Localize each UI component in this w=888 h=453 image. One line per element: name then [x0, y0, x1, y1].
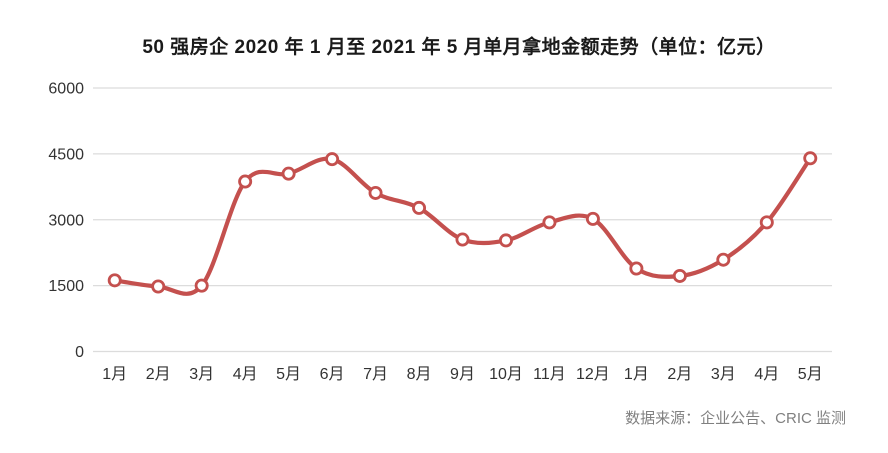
data-point-marker: [368, 185, 383, 200]
x-axis-tick-label: 3月: [189, 366, 214, 383]
data-point-marker: [325, 152, 340, 167]
data-point-marker: [412, 200, 427, 215]
x-axis-tick-label: 12月: [576, 366, 610, 383]
x-axis-tick-label: 4月: [754, 366, 779, 383]
x-axis-tick-label: 2月: [667, 366, 692, 383]
data-point-marker: [107, 273, 122, 288]
data-point-marker: [151, 279, 166, 294]
x-axis-tick-label: 6月: [320, 366, 345, 383]
y-axis-tick-label: 6000: [48, 81, 84, 98]
data-point-marker: [542, 215, 557, 230]
x-axis-tick-label: 3月: [711, 366, 736, 383]
data-point-marker: [629, 261, 644, 276]
data-point-marker: [498, 233, 513, 248]
x-axis-tick-label: 5月: [798, 366, 823, 383]
x-axis-tick-label: 9月: [450, 366, 475, 383]
data-point-marker: [194, 278, 209, 293]
data-point-marker: [585, 211, 600, 226]
x-axis-tick-label: 10月: [489, 366, 523, 383]
data-source-note: 数据来源：企业公告、CRIC 监测: [625, 410, 846, 427]
data-point-marker: [759, 215, 774, 230]
data-point-marker: [803, 151, 818, 166]
data-point-marker: [281, 166, 296, 181]
data-point-marker: [238, 174, 253, 189]
data-point-marker: [672, 268, 687, 283]
x-axis-tick-label: 2月: [146, 366, 171, 383]
x-axis-tick-label: 8月: [407, 366, 432, 383]
y-axis-tick-label: 0: [75, 344, 84, 361]
y-axis-tick-label: 1500: [48, 278, 84, 295]
trend-line: [112, 156, 813, 296]
data-point-marker: [716, 252, 731, 267]
x-axis-tick-label: 7月: [363, 366, 388, 383]
x-axis-tick-label: 5月: [276, 366, 301, 383]
x-axis-tick-label: 1月: [624, 366, 649, 383]
data-point-marker: [455, 232, 470, 247]
chart-title: 50 强房企 2020 年 1 月至 2021 年 5 月单月拿地金额走势（单位…: [142, 37, 776, 58]
x-axis-tick-label: 1月: [102, 366, 127, 383]
x-axis-tick-label: 4月: [233, 366, 258, 383]
y-axis-tick-label: 4500: [48, 146, 84, 163]
y-axis-tick-label: 3000: [48, 212, 84, 229]
x-axis-tick-label: 11月: [533, 366, 566, 383]
